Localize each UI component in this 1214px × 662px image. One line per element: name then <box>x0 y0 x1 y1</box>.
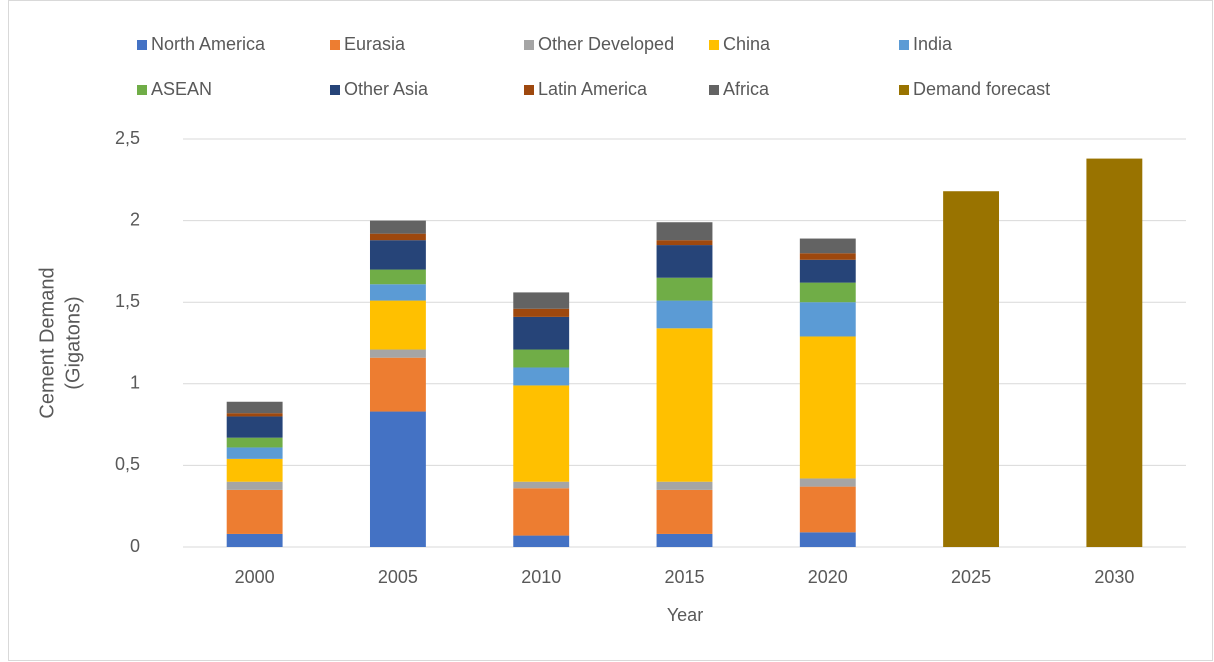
bar-segment <box>656 328 713 482</box>
legend-label: Other Asia <box>344 79 429 99</box>
bar-segment <box>226 489 283 534</box>
bar-segment <box>226 437 283 448</box>
bar-segment <box>226 458 283 482</box>
bar-segment <box>226 533 283 547</box>
legend-label: North America <box>151 34 266 54</box>
bar-segment <box>369 349 426 358</box>
bar-segment <box>513 292 570 309</box>
bar-segment <box>226 416 283 438</box>
x-tick-label: 2025 <box>951 567 991 587</box>
bar-segment <box>513 316 570 350</box>
bar-segment <box>226 413 283 417</box>
bar-segment <box>369 357 426 412</box>
y-tick-label: 2,5 <box>115 128 140 148</box>
legend-label: India <box>913 34 953 54</box>
legend-label: China <box>723 34 771 54</box>
y-axis-title-line: Cement Demand <box>36 267 58 418</box>
bar-segment <box>656 481 713 490</box>
legend-swatch <box>137 40 147 50</box>
y-tick-label: 0 <box>130 536 140 556</box>
bar-segment <box>226 481 283 490</box>
legend-swatch <box>899 85 909 95</box>
bar-segment <box>943 191 1000 547</box>
bar-segment <box>513 349 570 368</box>
bar-segment <box>513 481 570 489</box>
x-tick-label: 2020 <box>808 567 848 587</box>
legend-swatch <box>524 40 534 50</box>
bar-segment <box>799 478 856 487</box>
bar-segment <box>369 269 426 285</box>
bar-segment <box>369 220 426 234</box>
bar-segment <box>369 411 426 547</box>
chart-border <box>8 0 1213 661</box>
bar-segment <box>799 259 856 283</box>
legend-swatch <box>524 85 534 95</box>
legend-label: Eurasia <box>344 34 406 54</box>
legend-swatch <box>330 40 340 50</box>
x-tick-label: 2010 <box>521 567 561 587</box>
legend-label: Other Developed <box>538 34 674 54</box>
bar-segment <box>799 253 856 260</box>
legend-swatch <box>137 85 147 95</box>
bar-segment <box>656 533 713 547</box>
legend-label: Demand forecast <box>913 79 1050 99</box>
bar-segment <box>656 300 713 329</box>
bar-segment <box>513 535 570 547</box>
bar-segment <box>226 447 283 459</box>
y-axis-title-line: (Gigatons) <box>62 296 84 389</box>
bar-segment <box>513 367 570 386</box>
bar-segment <box>799 238 856 254</box>
legend-label: ASEAN <box>151 79 212 99</box>
bar-segment <box>656 240 713 246</box>
legend-label: Africa <box>723 79 770 99</box>
bar-segment <box>513 308 570 317</box>
bar-segment <box>656 245 713 278</box>
bar-segment <box>799 282 856 303</box>
legend-swatch <box>899 40 909 50</box>
legend-swatch <box>709 40 719 50</box>
bar-segment <box>1086 158 1143 548</box>
x-tick-label: 2030 <box>1094 567 1134 587</box>
bar-segment <box>369 284 426 301</box>
bar-segment <box>656 222 713 241</box>
bar-segment <box>656 489 713 534</box>
y-tick-label: 2 <box>130 209 140 229</box>
y-axis-title: Cement Demand (Gigatons) <box>36 267 84 418</box>
bar-segment <box>369 240 426 270</box>
x-tick-label: 2005 <box>378 567 418 587</box>
bar-segment <box>799 532 856 547</box>
bar-segment <box>369 300 426 350</box>
bar-segment <box>656 277 713 301</box>
bar-segment <box>226 401 283 414</box>
legend-swatch <box>709 85 719 95</box>
x-axis-title: Year <box>667 605 703 625</box>
bar-segment <box>369 233 426 241</box>
y-tick-label: 1,5 <box>115 291 140 311</box>
bar-segment <box>799 486 856 533</box>
bar-segment <box>799 302 856 337</box>
legend-label: Latin America <box>538 79 648 99</box>
bar-segment <box>799 336 856 479</box>
x-tick-label: 2000 <box>235 567 275 587</box>
y-tick-label: 1 <box>130 373 140 393</box>
bar-segment <box>513 488 570 536</box>
bar-segment <box>513 385 570 482</box>
y-tick-label: 0,5 <box>115 454 140 474</box>
legend-swatch <box>330 85 340 95</box>
x-tick-label: 2015 <box>664 567 704 587</box>
